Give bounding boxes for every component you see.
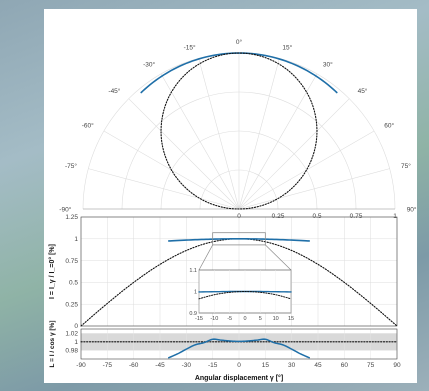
polar-grid-spoke bbox=[198, 58, 240, 210]
bottom-y-tick: 0.98 bbox=[65, 348, 78, 355]
inset-x-tick: -10 bbox=[210, 316, 218, 322]
mid-measured-blue-line bbox=[167, 238, 311, 242]
inset-cosine-dotted-line bbox=[198, 290, 292, 300]
polar-grid-spoke bbox=[160, 73, 240, 210]
bottom-x-tick: 90 bbox=[393, 362, 401, 369]
bottom-x-tick: -30 bbox=[182, 362, 192, 369]
polar-grid-spoke bbox=[238, 168, 390, 210]
bottom-y-tick: 1 bbox=[74, 339, 78, 346]
inset-x-tick: 0 bbox=[243, 316, 246, 322]
inset-x-tick: 15 bbox=[288, 316, 294, 322]
mid-y-tick: 0.25 bbox=[65, 301, 78, 308]
polar-angle-tick: 15° bbox=[282, 44, 292, 52]
inset-x-tick: -15 bbox=[195, 316, 203, 322]
mid-y-label: I = I_γ / I_=0° [%] bbox=[48, 244, 56, 299]
polar-grid-spoke bbox=[238, 73, 318, 210]
polar-radial-tick: 0.5 bbox=[312, 213, 321, 220]
bottom-x-tick: 30 bbox=[288, 362, 296, 369]
bottom-x-tick: 45 bbox=[314, 362, 322, 369]
polar-cosine-dotted-line bbox=[160, 52, 318, 210]
bottom-x-tick: 60 bbox=[341, 362, 349, 369]
zoom-connector-right bbox=[265, 244, 292, 271]
polar-angle-tick: -30° bbox=[143, 60, 155, 68]
bottom-x-tick: -60 bbox=[129, 362, 139, 369]
polar-grid-spoke bbox=[128, 98, 240, 210]
zoom-connector-left bbox=[198, 244, 213, 271]
inset-y-tick: 1 bbox=[194, 290, 197, 296]
figure: -90° -75° -60° -45° -30° -15° 0° 15° 30° 45° 60° 75… bbox=[44, 9, 417, 383]
polar-grid-spoke bbox=[238, 98, 350, 210]
bottom-x-tick: 15 bbox=[262, 362, 270, 369]
polar-grid-spoke bbox=[88, 168, 240, 210]
polar-angle-tick: 0° bbox=[236, 38, 243, 46]
zoom-box bbox=[212, 232, 266, 246]
bottom-x-tick: -15 bbox=[208, 362, 218, 369]
bottom-x-tick: -75 bbox=[103, 362, 113, 369]
polar-angle-tick: 75° bbox=[401, 162, 411, 170]
bottom-x-tick: -90 bbox=[76, 362, 86, 369]
inset-y-tick: 1.1 bbox=[189, 268, 197, 274]
bottom-y-tick: 1.02 bbox=[65, 330, 78, 337]
mid-axes-frame bbox=[80, 216, 398, 327]
chart-svg: -90° -75° -60° -45° -30° -15° 0° 15° 30° 45° 60° 75… bbox=[48, 38, 417, 382]
mid-y-tick: 1.25 bbox=[65, 214, 78, 221]
polar-angle-tick: 90° bbox=[407, 206, 417, 214]
bottom-x-tick: 75 bbox=[367, 362, 375, 369]
polar-angle-tick: -90° bbox=[59, 206, 71, 214]
inset-x-tick: 5 bbox=[259, 316, 262, 322]
inset-x-tick: 10 bbox=[273, 316, 279, 322]
bottom-y-label: L = I / cos γ [%] bbox=[49, 320, 56, 367]
polar-angle-tick: -75° bbox=[65, 162, 77, 170]
mid-y-tick: 0.5 bbox=[69, 280, 78, 287]
polar-radial-tick: 0.75 bbox=[350, 213, 363, 220]
inset-y-tick: 0.9 bbox=[189, 311, 197, 317]
inset-x-tick: -5 bbox=[227, 316, 232, 322]
polar-angle-tick: -45° bbox=[108, 87, 120, 95]
polar-angle-tick: 60° bbox=[384, 122, 394, 130]
bottom-x-tick: -45 bbox=[155, 362, 165, 369]
polar-radial-tick: 0.25 bbox=[272, 213, 285, 220]
mid-y-tick: 0 bbox=[74, 323, 78, 330]
polar-angle-tick: -15° bbox=[184, 44, 196, 52]
polar-angle-tick: 45° bbox=[358, 87, 368, 95]
polar-radial-tick: 0 bbox=[237, 213, 241, 220]
polar-angle-tick: -60° bbox=[82, 122, 94, 130]
bottom-axes-frame bbox=[80, 328, 398, 360]
polar-angle-tick: 30° bbox=[323, 60, 333, 68]
polar-grid-spoke bbox=[238, 58, 280, 210]
bottom-x-tick: 0 bbox=[237, 362, 241, 369]
polar-radial-tick: 1 bbox=[393, 213, 397, 220]
bottom-x-label: Angular displacement γ [°] bbox=[195, 374, 283, 382]
bottom-measured-blue-line bbox=[168, 338, 310, 359]
mid-y-tick: 0.75 bbox=[65, 258, 78, 265]
mid-y-tick: 1 bbox=[74, 236, 78, 243]
